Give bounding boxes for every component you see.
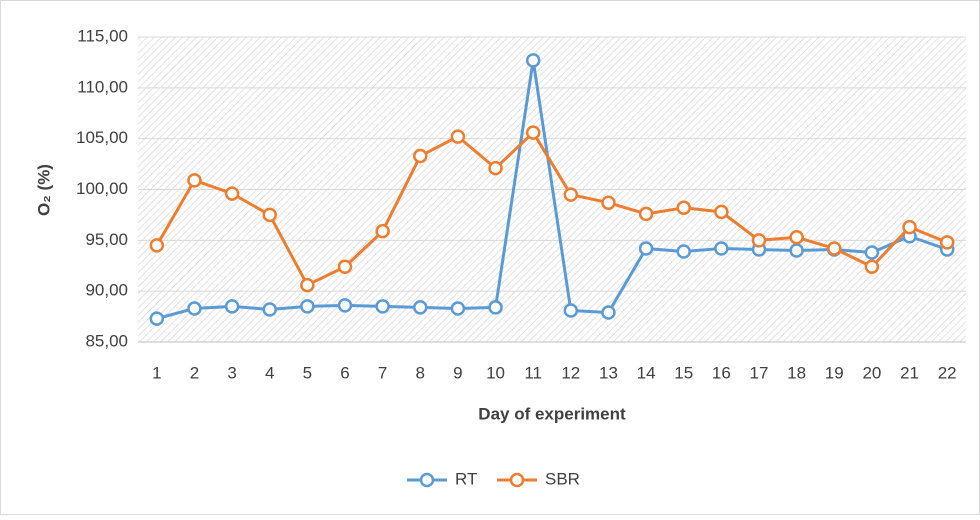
point [337, 298, 353, 313]
point [375, 299, 390, 314]
x-tick-label: 9 [453, 363, 462, 382]
series-line [156, 58, 948, 321]
point [563, 303, 579, 318]
x-tick-label: 13 [599, 363, 618, 382]
x-tick-label: 11 [524, 363, 542, 382]
point [262, 302, 277, 317]
point [638, 241, 654, 256]
point [902, 219, 917, 235]
x-tick-label: 4 [265, 363, 274, 382]
y-tick-label: 105,00 [76, 128, 128, 147]
x-tick-label: 19 [825, 363, 844, 382]
point [676, 200, 691, 216]
x-tick-label: 15 [674, 363, 693, 382]
point [149, 238, 165, 253]
x-tick-label: 21 [900, 363, 919, 382]
point [488, 160, 503, 176]
legend-marker [509, 472, 525, 488]
point [864, 259, 880, 275]
point [300, 277, 315, 293]
x-tick-label: 8 [416, 363, 425, 382]
point [450, 129, 466, 144]
point [300, 299, 315, 314]
point [413, 300, 428, 315]
x-tick-label: 2 [190, 363, 199, 382]
point [601, 305, 616, 320]
x-tick-label: 6 [340, 363, 349, 382]
point [638, 206, 654, 222]
y-tick-label: 85,00 [85, 331, 128, 350]
point [224, 186, 240, 201]
point [413, 148, 428, 164]
point [827, 241, 842, 256]
point [187, 301, 202, 316]
x-tick-label: 16 [712, 363, 731, 382]
point [488, 300, 503, 315]
point [751, 233, 767, 248]
point [789, 230, 804, 245]
x-tick-label: 5 [303, 363, 312, 382]
x-tick-label: 20 [862, 363, 881, 382]
x-tick-label: 17 [750, 363, 769, 382]
point [676, 244, 691, 259]
point [525, 125, 541, 140]
x-tick-label: 7 [378, 363, 387, 382]
point [525, 53, 541, 68]
point [262, 207, 277, 223]
series-line [155, 131, 948, 287]
point [714, 204, 729, 220]
x-axis-title: Day of experiment [478, 404, 626, 423]
point [789, 243, 804, 258]
y-tick-label: 95,00 [85, 230, 128, 249]
point [187, 173, 202, 188]
x-tick-label: 10 [486, 363, 505, 382]
legend-label: RT [455, 469, 477, 488]
point [864, 245, 880, 260]
point [149, 311, 165, 326]
y-axis-title: O₂ (%) [34, 164, 53, 216]
x-tick-label: 22 [938, 363, 957, 382]
point [939, 235, 955, 250]
legend-marker [419, 472, 435, 488]
point [563, 187, 579, 202]
point [450, 301, 466, 316]
point [601, 195, 616, 210]
y-tick-label: 100,00 [76, 179, 128, 198]
point [224, 299, 240, 314]
y-tick-label: 110,00 [77, 77, 128, 96]
x-tick-label: 3 [227, 363, 236, 382]
point [375, 223, 390, 239]
point [337, 259, 353, 275]
legend-label: SBR [545, 469, 580, 488]
x-tick-label: 1 [152, 363, 161, 382]
y-tick-label: 115,00 [77, 26, 128, 45]
x-tick-label: 18 [787, 363, 806, 382]
point [714, 241, 729, 256]
y-tick-label: 90,00 [85, 281, 128, 300]
x-tick-label: 12 [561, 363, 580, 382]
x-tick-label: 14 [637, 363, 656, 382]
